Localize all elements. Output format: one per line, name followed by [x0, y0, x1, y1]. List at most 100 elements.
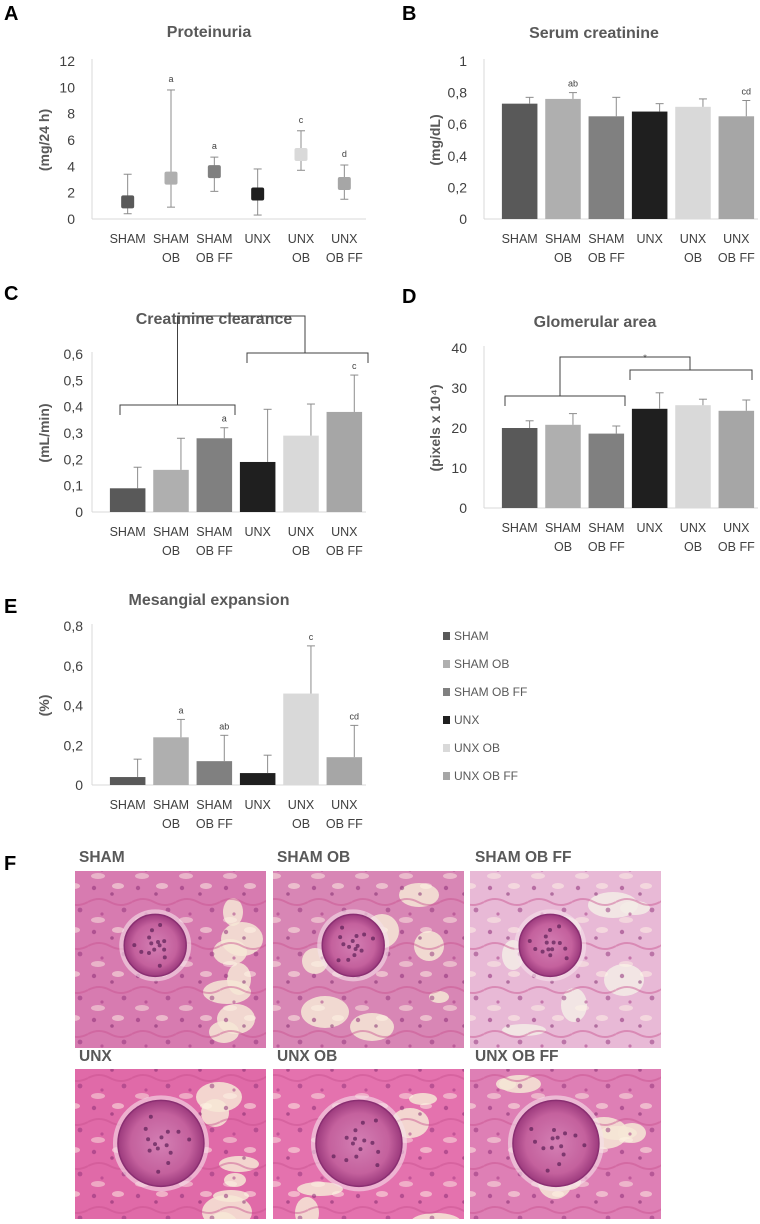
y-tick-label: 0,3 — [64, 425, 84, 441]
y-axis-label: (mL/min) — [36, 403, 52, 462]
nucleus — [353, 1136, 358, 1141]
x-tick-label: OB FF — [326, 251, 363, 265]
y-tick-label: 0,8 — [448, 85, 468, 101]
x-tick-label: OB FF — [196, 544, 233, 558]
data-point — [337, 176, 351, 190]
nucleus — [540, 949, 545, 954]
nucleus — [147, 935, 152, 940]
x-tick-label: SHAM — [110, 798, 146, 812]
nucleus — [360, 1120, 365, 1125]
nucleus — [340, 925, 345, 930]
panel-letter-b: B — [402, 3, 416, 25]
micrograph-label: SHAM OB FF — [475, 849, 571, 866]
nucleus — [559, 1144, 564, 1149]
nucleus — [157, 943, 162, 948]
x-tick-label: OB FF — [718, 540, 755, 554]
x-tick-label: SHAM — [502, 232, 538, 246]
x-tick-label: SHAM — [196, 525, 232, 539]
nucleus — [165, 1129, 170, 1134]
y-tick-label: 0,4 — [64, 698, 84, 714]
y-tick-label: 6 — [67, 132, 75, 148]
nucleus — [548, 953, 553, 958]
y-tick-label: 10 — [59, 79, 75, 95]
nucleus — [350, 938, 355, 943]
nucleus — [149, 941, 154, 946]
nucleus — [557, 1162, 562, 1167]
y-tick-label: 12 — [59, 53, 75, 69]
nucleus — [139, 949, 144, 954]
nucleus — [355, 943, 360, 948]
micrograph-label: SHAM OB — [277, 849, 350, 866]
x-tick-label: OB — [292, 817, 310, 831]
y-axis-label: (mg/24 h) — [36, 109, 52, 171]
nucleus — [152, 947, 157, 952]
significance-label: cd — [742, 87, 752, 97]
nucleus — [555, 1135, 560, 1140]
significance-label: cd — [350, 711, 360, 721]
nucleus — [533, 1139, 538, 1144]
x-tick-label: SHAM — [153, 232, 189, 246]
legend-swatch — [443, 744, 450, 752]
x-tick-label: SHAM — [196, 798, 232, 812]
significance-label: a — [168, 74, 173, 84]
significance-label: ab — [568, 79, 578, 89]
significance-label: a — [222, 414, 227, 424]
nucleus — [551, 940, 556, 945]
bar — [631, 111, 668, 219]
x-tick-label: UNX — [723, 232, 750, 246]
nucleus — [533, 947, 538, 952]
x-tick-label: SHAM — [153, 798, 189, 812]
x-tick-label: UNX — [331, 798, 358, 812]
nucleus — [336, 958, 341, 963]
x-tick-label: OB — [684, 251, 702, 265]
bracket-compare — [559, 356, 691, 396]
x-tick-label: SHAM — [502, 521, 538, 535]
chart-a: Proteinuria (mg/24 h) 0 2 4 6 8 10 12 SHAM SHAM OB S… — [36, 24, 366, 265]
x-tick-label: OB FF — [326, 544, 363, 558]
micrograph-label: UNX OB FF — [475, 1048, 559, 1065]
bar — [326, 411, 363, 512]
bar — [718, 116, 755, 219]
x-tick-label: OB — [292, 544, 310, 558]
panel-letter-f: F — [4, 853, 16, 875]
legend-swatch — [443, 632, 450, 640]
x-tick-label: OB FF — [196, 817, 233, 831]
nucleus — [543, 934, 548, 939]
y-axis-label: (%) — [36, 695, 52, 717]
x-tick-label: UNX — [680, 521, 707, 535]
glomerulus — [321, 913, 385, 978]
chart-title: Proteinuria — [167, 24, 252, 41]
nucleus — [573, 1133, 578, 1138]
data-point — [251, 187, 265, 201]
nucleus — [344, 1135, 349, 1140]
nucleus — [563, 1131, 568, 1136]
nucleus — [155, 1146, 160, 1151]
nucleus — [341, 942, 346, 947]
x-tick-label: OB — [554, 540, 572, 554]
x-tick-label: UNX — [723, 521, 750, 535]
x-tick-label: SHAM — [110, 525, 146, 539]
glomerulus — [512, 1099, 600, 1188]
bracket-sham — [504, 395, 626, 406]
y-tick-label: 0,2 — [448, 179, 468, 195]
nucleus — [375, 1163, 380, 1168]
x-tick-label: UNX — [288, 525, 315, 539]
y-tick-label: 0,4 — [64, 399, 84, 415]
micrograph-image — [273, 1069, 464, 1224]
nucleus — [563, 946, 568, 951]
nucleus — [168, 1150, 173, 1155]
nucleus — [162, 939, 167, 944]
nucleus — [331, 1154, 336, 1159]
micrograph-image — [470, 1069, 661, 1224]
nucleus — [373, 1118, 378, 1123]
nucleus — [527, 939, 532, 944]
x-tick-label: OB FF — [196, 251, 233, 265]
nucleus — [548, 927, 553, 932]
x-tick-label: OB — [162, 251, 180, 265]
bracket-compare — [177, 315, 306, 405]
panel-letter-c: C — [4, 283, 18, 305]
legend-label: UNX — [454, 713, 479, 727]
x-tick-label: OB FF — [718, 251, 755, 265]
nucleus — [354, 1154, 359, 1159]
